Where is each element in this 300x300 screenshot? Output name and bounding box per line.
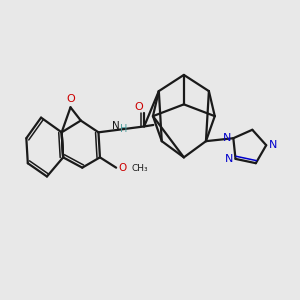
Text: O: O bbox=[66, 94, 75, 104]
Text: N: N bbox=[112, 122, 119, 131]
Text: N: N bbox=[225, 154, 233, 164]
Text: N: N bbox=[268, 140, 277, 150]
Text: N: N bbox=[223, 133, 231, 143]
Text: O: O bbox=[118, 163, 127, 173]
Text: H: H bbox=[120, 124, 127, 134]
Text: CH₃: CH₃ bbox=[131, 164, 148, 173]
Text: O: O bbox=[134, 102, 143, 112]
